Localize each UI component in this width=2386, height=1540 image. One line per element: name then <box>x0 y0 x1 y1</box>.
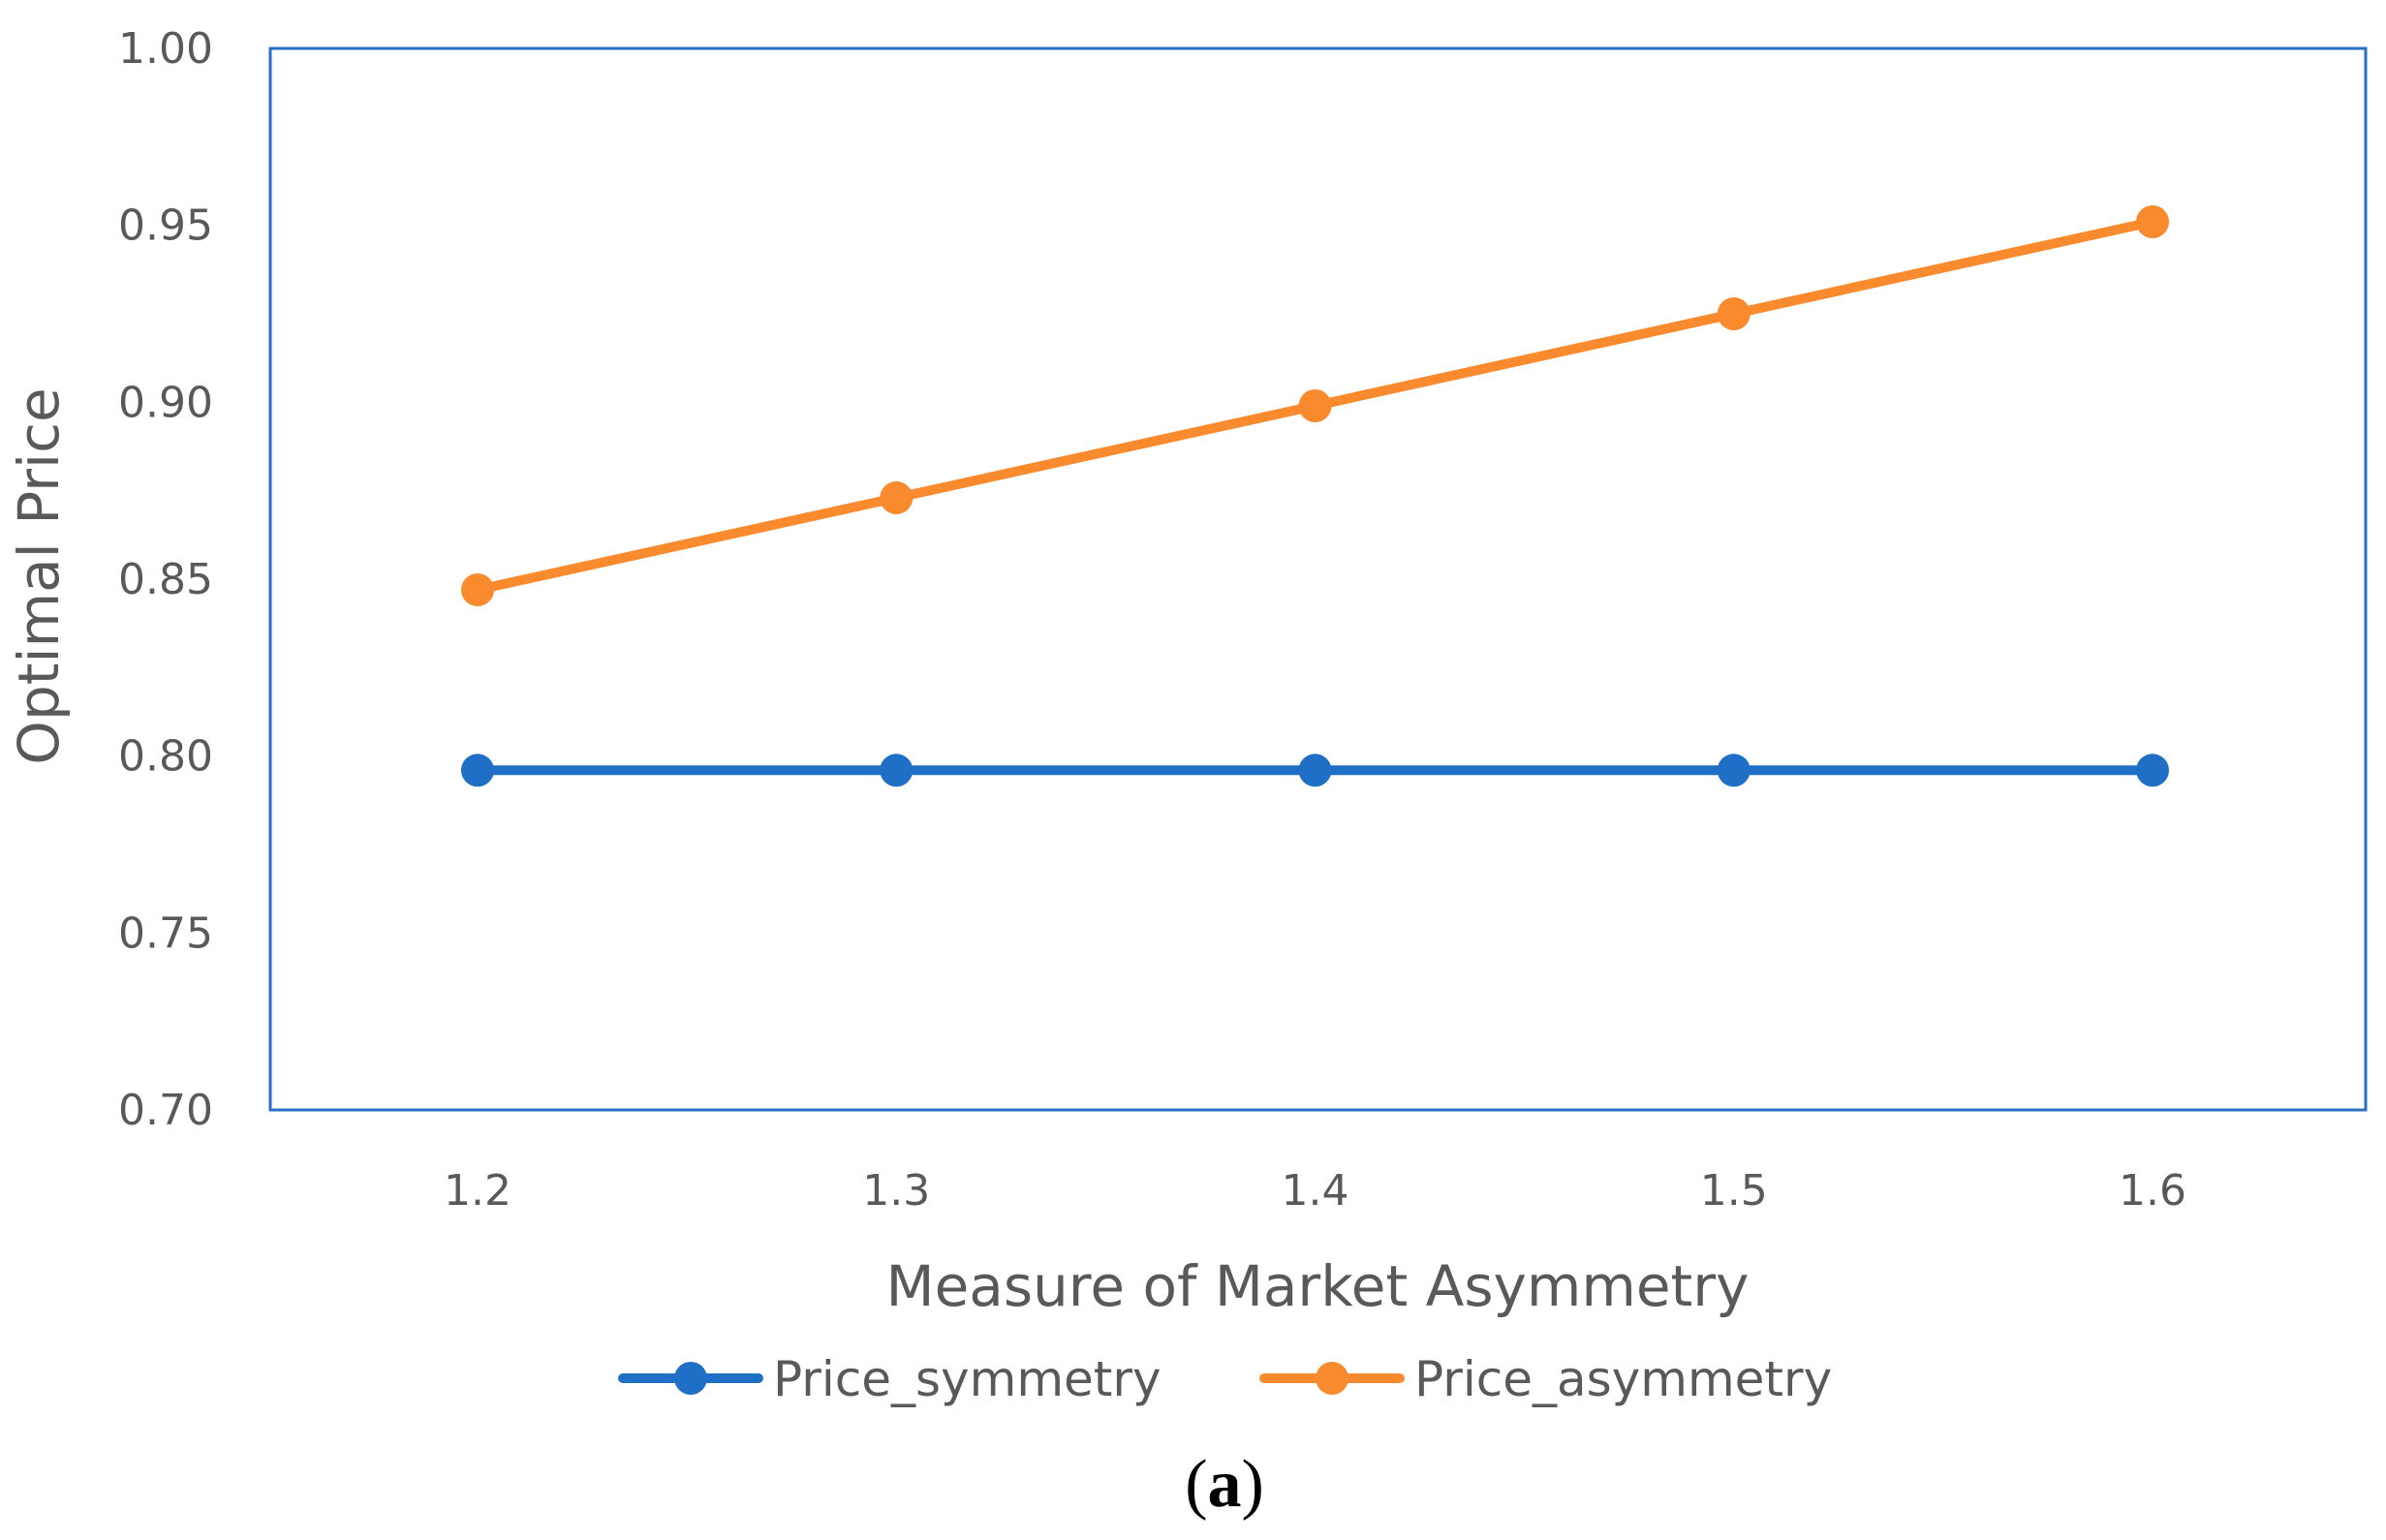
legend-label: Price_symmetry <box>773 1351 1162 1407</box>
y-tick-label: 1.00 <box>118 24 213 74</box>
y-axis-title: Optimal Price <box>6 387 72 764</box>
legend-swatch-marker <box>674 1362 707 1395</box>
x-tick-label: 1.2 <box>444 1166 511 1216</box>
x-tick-label: 1.5 <box>1700 1166 1768 1216</box>
data-point <box>1298 754 1332 787</box>
legend: Price_symmetry Price_asymmetry <box>618 1351 1832 1407</box>
data-point <box>880 480 914 514</box>
y-tick-label: 0.70 <box>118 1086 213 1135</box>
x-axis-tick-labels: 1.2 1.3 1.4 1.5 1.6 <box>444 1166 2186 1216</box>
x-tick-label: 1.6 <box>2119 1166 2186 1216</box>
x-tick-label: 1.4 <box>1282 1166 1349 1216</box>
data-point <box>1717 297 1751 330</box>
y-tick-label: 0.90 <box>118 378 213 427</box>
y-tick-label: 0.80 <box>118 732 213 782</box>
x-tick-label: 1.3 <box>862 1166 930 1216</box>
legend-swatch-marker <box>1316 1362 1348 1395</box>
y-tick-label: 0.75 <box>118 909 213 958</box>
plot-area-border <box>268 46 2368 1112</box>
series-layer <box>461 205 2169 787</box>
x-axis-title: Measure of Market Asymmetry <box>886 1253 1750 1319</box>
data-point <box>1298 388 1332 422</box>
data-point <box>461 754 494 787</box>
figure-caption: (a) <box>1185 1447 1264 1522</box>
data-point <box>461 572 494 606</box>
legend-label: Price_asymmetry <box>1414 1351 1832 1407</box>
y-axis-tick-labels: 0.70 0.75 0.80 0.85 0.90 0.95 1.00 <box>118 24 213 1135</box>
data-point <box>2136 205 2169 239</box>
data-point <box>880 754 914 787</box>
y-tick-label: 0.95 <box>118 201 213 251</box>
data-point <box>1717 754 1751 787</box>
y-tick-label: 0.85 <box>118 555 213 604</box>
data-point <box>2136 754 2169 787</box>
